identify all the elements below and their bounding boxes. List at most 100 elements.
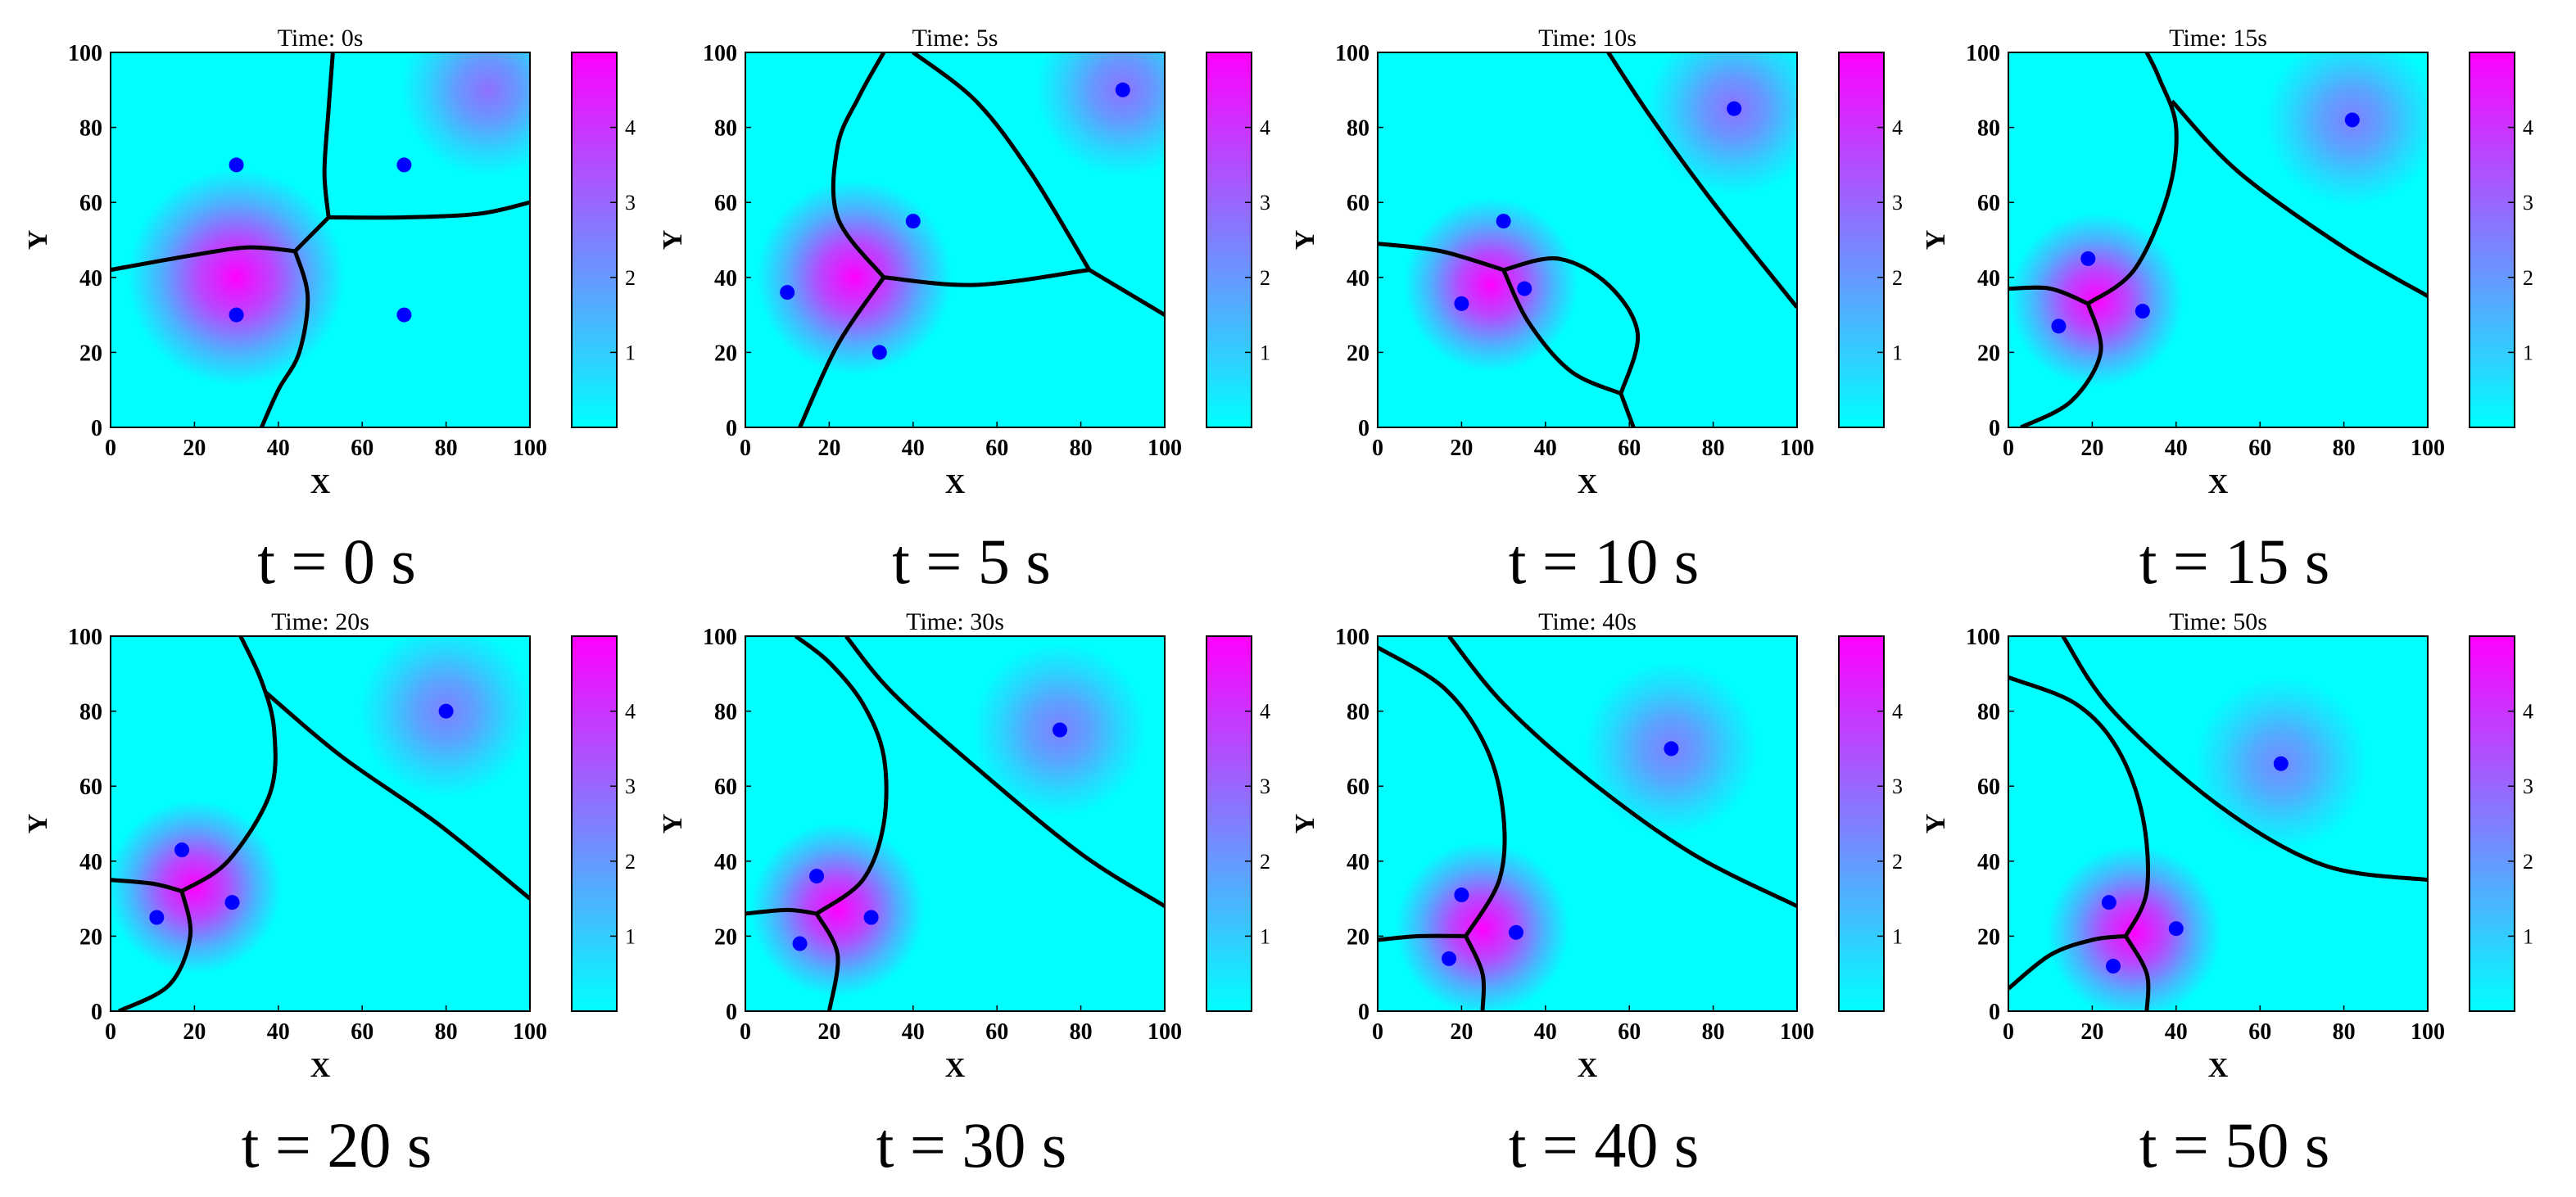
voronoi-boundary (2086, 52, 2179, 305)
agent-point (229, 157, 244, 173)
x-tick-label: 40 (267, 436, 290, 461)
x-tick-label: 40 (1534, 436, 1557, 461)
y-axis-label: Y (23, 814, 53, 834)
x-tick-label: 20 (183, 1019, 206, 1045)
x-tick-label: 100 (1148, 1019, 1182, 1045)
y-tick-label: 100 (703, 41, 737, 66)
colorbar-tick-label: 2 (625, 850, 636, 874)
y-tick-label: 100 (703, 625, 737, 650)
colorbar-tick-label: 4 (1892, 116, 1903, 140)
y-axis-label: Y (23, 230, 53, 251)
x-tick-label: 40 (2165, 436, 2188, 461)
y-tick-label: 100 (1335, 41, 1369, 66)
x-tick-label: 40 (267, 1019, 290, 1045)
y-tick-label: 20 (1347, 924, 1369, 950)
plot-frame (2008, 52, 2429, 428)
voronoi-boundary (293, 215, 331, 253)
agent-point (1454, 888, 1469, 903)
colorbar-tick-label: 3 (625, 191, 636, 215)
x-tick-label: 20 (183, 436, 206, 461)
colorbar-tick-label: 3 (1260, 191, 1270, 215)
voronoi-boundary (111, 878, 183, 893)
x-tick-label: 100 (1780, 436, 1814, 461)
y-tick-label: 80 (79, 700, 102, 725)
colorbar-tick-label: 1 (2523, 924, 2533, 948)
y-tick-label: 60 (714, 775, 737, 800)
panel-caption: t = 30 s (876, 1109, 1067, 1181)
x-tick-label: 0 (740, 1019, 751, 1045)
x-axis-label: X (310, 469, 331, 499)
panel-caption: t = 5 s (892, 526, 1051, 597)
agent-point (863, 910, 879, 925)
agent-point (224, 895, 240, 910)
panel-title: Time: 15s (2169, 25, 2267, 52)
agent-point (1442, 951, 1457, 966)
colorbar-tick-label: 4 (2523, 700, 2533, 724)
panel-7: 0 20 40 60 80 100 0 20 40 60 80 100 X Y Time: 50s 1 2 3 4 t… (1921, 608, 2533, 1181)
y-tick-label: 60 (1977, 191, 2000, 216)
voronoi-boundary (2061, 636, 2428, 883)
y-tick-label: 80 (714, 116, 737, 142)
density-peak (1395, 841, 1570, 1011)
panel-caption: t = 50 s (2139, 1109, 2330, 1181)
colorbar (2469, 635, 2515, 1012)
voronoi-boundary (2020, 303, 2103, 427)
panel-caption: t = 10 s (1509, 526, 1700, 597)
agent-point (1727, 101, 1742, 116)
panel-title: Time: 0s (278, 25, 364, 52)
x-tick-label: 100 (2411, 1019, 2445, 1045)
plot-frame (110, 635, 531, 1012)
x-tick-label: 80 (2333, 436, 2356, 461)
panel-3: 0 20 40 60 80 100 0 20 40 60 80 100 X Y Time: 15s 1 2 3 4 t… (1921, 25, 2533, 597)
y-tick-label: 0 (91, 1000, 102, 1025)
panel-caption: t = 0 s (257, 526, 416, 597)
density-peak (756, 178, 953, 376)
agent-point (1496, 214, 1511, 229)
x-tick-label: 40 (902, 1019, 925, 1045)
x-tick-label: 60 (2248, 1019, 2271, 1045)
panel-6: 0 20 40 60 80 100 0 20 40 60 80 100 X Y Time: 40s 1 2 3 4 t… (1290, 608, 1903, 1181)
agent-point (1053, 722, 1067, 738)
y-tick-label: 0 (726, 416, 737, 441)
y-axis-label: Y (1290, 230, 1320, 251)
y-tick-label: 40 (1977, 850, 2000, 875)
voronoi-boundary (264, 690, 530, 901)
y-tick-label: 80 (714, 700, 737, 725)
voronoi-boundary (1618, 392, 1636, 427)
panel-title: Time: 30s (906, 608, 1004, 635)
plot-frame (1377, 52, 1798, 428)
voronoi-boundary (1378, 645, 1507, 937)
x-tick-label: 80 (435, 436, 458, 461)
y-axis-label: Y (1290, 814, 1320, 834)
voronoi-boundary (2170, 99, 2428, 298)
y-axis-label: Y (1921, 230, 1951, 251)
y-tick-label: 20 (79, 341, 102, 366)
panel-2: 0 20 40 60 80 100 0 20 40 60 80 100 X Y Time: 10s 1 2 3 4 t… (1290, 25, 1903, 597)
colorbar-tick-label: 3 (1892, 191, 1903, 215)
x-tick-label: 0 (2003, 1019, 2014, 1045)
x-tick-label: 0 (740, 436, 751, 461)
agent-point (2080, 251, 2096, 266)
agent-point (2344, 112, 2360, 128)
plot-frame (1377, 635, 1798, 1012)
x-tick-label: 100 (513, 1019, 547, 1045)
voronoi-boundary (1378, 933, 1466, 942)
colorbar-tick-label: 3 (2523, 775, 2533, 798)
colorbar-tick-label: 1 (625, 341, 636, 364)
density-peak (111, 800, 282, 975)
colorbar-tick-label: 4 (625, 700, 636, 724)
x-axis-label: X (945, 1053, 966, 1083)
agent-point (229, 307, 244, 323)
y-tick-label: 100 (1335, 625, 1369, 650)
agent-point (905, 214, 921, 229)
agent-point (438, 703, 454, 719)
x-tick-label: 60 (351, 436, 373, 461)
y-tick-label: 40 (79, 266, 102, 291)
colorbar-tick-label: 3 (1892, 775, 1903, 798)
y-tick-label: 20 (1977, 924, 2000, 950)
x-tick-label: 100 (2411, 436, 2445, 461)
voronoi-boundary (2124, 935, 2151, 1011)
agent-point (2168, 921, 2184, 937)
voronoi-boundary (794, 636, 889, 915)
